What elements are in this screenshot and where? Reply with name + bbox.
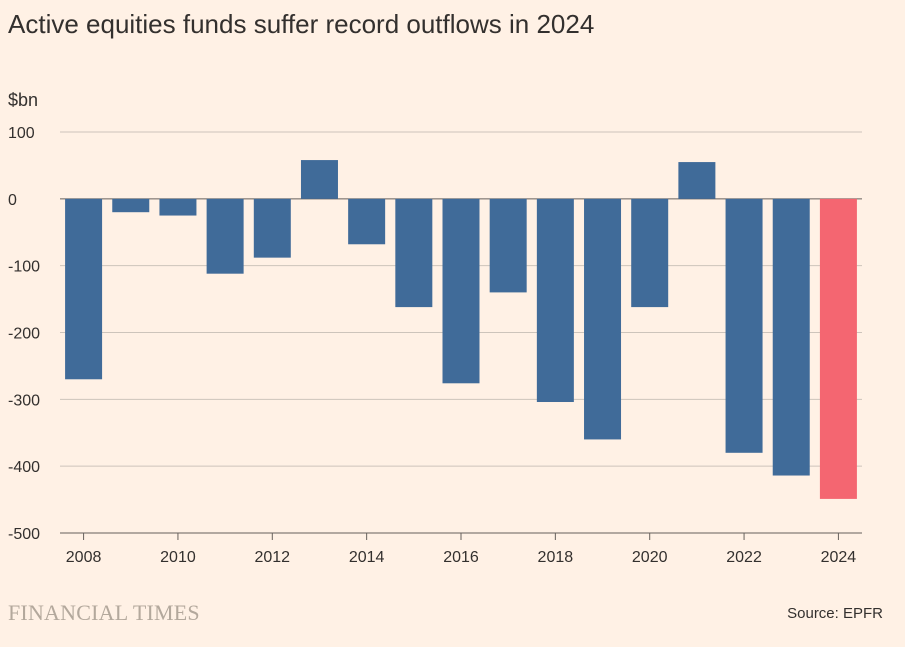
bar-2014 <box>348 198 386 245</box>
x-tick-label: 2014 <box>349 549 385 566</box>
bar-2017 <box>489 198 527 293</box>
bar-2013 <box>300 160 338 199</box>
source-note: Source: EPFR <box>787 605 883 622</box>
bar-2011 <box>206 198 244 274</box>
financial-times-logo: FINANCIAL TIMES <box>8 600 200 625</box>
x-tick-label: 2020 <box>632 549 668 566</box>
bar-2023 <box>772 198 810 476</box>
bar-2021 <box>678 162 716 199</box>
bar-2020 <box>631 198 669 308</box>
x-tick-label: 2008 <box>66 549 102 566</box>
y-tick-label: -100 <box>8 259 40 276</box>
x-tick-label: 2024 <box>821 549 857 566</box>
y-tick-label: 0 <box>8 192 17 209</box>
bar-2024 <box>819 198 857 499</box>
x-tick-label: 2018 <box>538 549 574 566</box>
x-tick-label: 2016 <box>443 549 479 566</box>
y-tick-label: -500 <box>8 526 40 543</box>
x-tick-label: 2022 <box>726 549 762 566</box>
bar-2008 <box>65 198 103 380</box>
y-axis-unit-label: $bn <box>8 90 39 110</box>
bar-2019 <box>584 198 622 440</box>
bar-2012 <box>253 198 291 258</box>
x-tick-label: 2012 <box>254 549 290 566</box>
bar-2015 <box>395 198 433 308</box>
y-tick-label: -300 <box>8 392 40 409</box>
x-tick-label: 2010 <box>160 549 196 566</box>
bar-2022 <box>725 198 763 453</box>
y-tick-label: -200 <box>8 326 40 343</box>
bar-2018 <box>536 198 574 403</box>
bar-2009 <box>112 198 150 213</box>
bar-2016 <box>442 198 480 384</box>
chart-title: Active equities funds suffer record outf… <box>8 9 595 39</box>
bars <box>65 160 857 499</box>
bar-2010 <box>159 198 197 216</box>
y-tick-label: -400 <box>8 459 40 476</box>
axes: 100 0 -100 -200 -300 -400 -500 2008 2010 2012 2014… <box>8 125 856 566</box>
y-tick-label: 100 <box>8 125 35 142</box>
